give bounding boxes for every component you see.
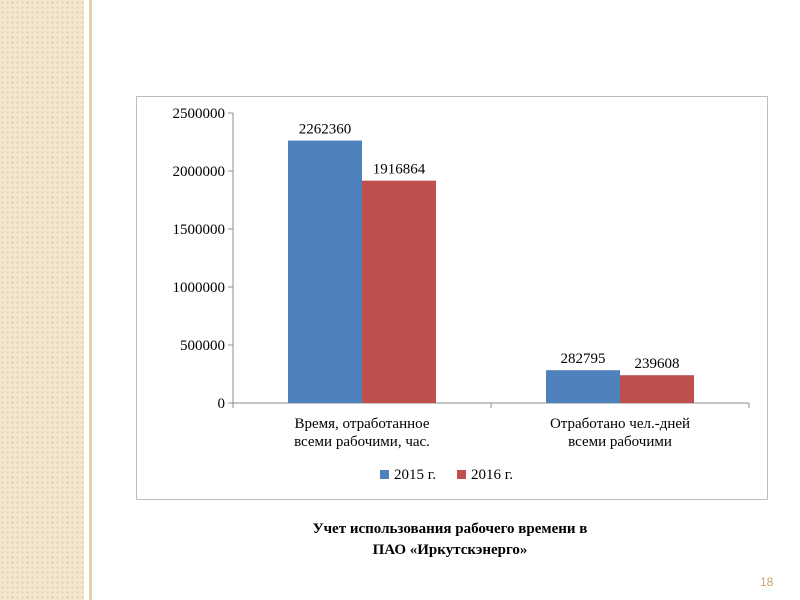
bar-2016 (620, 375, 694, 403)
legend-swatch (457, 470, 466, 479)
x-category-label: Отработано чел.-дней (550, 416, 690, 432)
data-label: 2262360 (299, 122, 352, 138)
data-label: 282795 (561, 351, 606, 367)
data-label: 1916864 (373, 162, 426, 178)
data-label: 239608 (635, 356, 680, 372)
bar-2016 (362, 180, 436, 403)
caption-line-1: Учет использования рабочего времени в (312, 521, 588, 537)
y-tick-label: 2000000 (173, 164, 226, 180)
legend-swatch (380, 470, 389, 479)
y-tick-label: 500000 (180, 338, 225, 354)
y-tick-label: 1500000 (173, 222, 226, 238)
legend-label: 2016 г. (471, 467, 513, 483)
caption-line-2: ПАО «Иркутскэнерго» (372, 542, 528, 558)
bar-2015 (546, 370, 620, 403)
x-category-label: всеми рабочими (568, 434, 672, 450)
y-tick-label: 0 (218, 396, 226, 412)
bar-2015 (288, 140, 362, 404)
x-category-label: всеми рабочими, час. (294, 434, 430, 450)
decorative-left-rule (89, 0, 92, 600)
y-tick-label: 2500000 (173, 106, 226, 122)
y-tick-label: 1000000 (173, 280, 226, 296)
bar-chart: 0 500000 1000000 1500000 2000000 2500000 22623… (173, 106, 750, 483)
decorative-left-band (0, 0, 84, 600)
legend-label: 2015 г. (394, 467, 436, 483)
chart-caption: Учет использования рабочего времени в ПА… (230, 519, 670, 561)
chart-frame: 0 500000 1000000 1500000 2000000 2500000 22623… (136, 96, 768, 500)
x-category-label: Время, отработанное (295, 416, 430, 432)
page-number: 18 (760, 575, 774, 589)
